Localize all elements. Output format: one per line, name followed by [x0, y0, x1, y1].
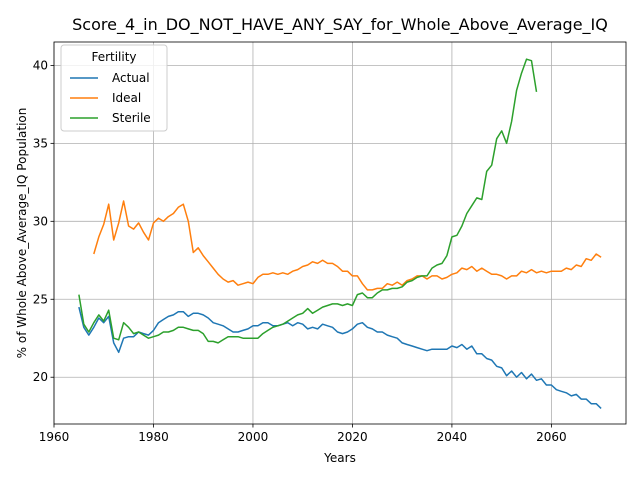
- y-tick-label: 20: [33, 370, 48, 384]
- y-axis-label: % of Whole Above_Average_IQ Population: [15, 108, 29, 359]
- y-tick-label: 30: [33, 214, 48, 228]
- legend-label-ideal: Ideal: [112, 91, 141, 105]
- y-tick-label: 35: [33, 136, 48, 150]
- legend-label-sterile: Sterile: [112, 111, 151, 125]
- x-tick-label: 1980: [138, 430, 169, 444]
- x-tick-label: 1960: [39, 430, 70, 444]
- legend: Fertility Actual Ideal Sterile: [61, 45, 167, 131]
- legend-title: Fertility: [91, 50, 136, 64]
- x-axis-label: Years: [323, 451, 356, 465]
- legend-label-actual: Actual: [112, 71, 150, 85]
- x-tick-label: 2060: [536, 430, 567, 444]
- chart-title: Score_4_in_DO_NOT_HAVE_ANY_SAY_for_Whole…: [72, 15, 608, 35]
- y-tick-label: 40: [33, 58, 48, 72]
- x-tick-label: 2020: [337, 430, 368, 444]
- y-tick-label: 25: [33, 292, 48, 306]
- x-tick-label: 2000: [238, 430, 269, 444]
- x-tick-label: 2040: [437, 430, 468, 444]
